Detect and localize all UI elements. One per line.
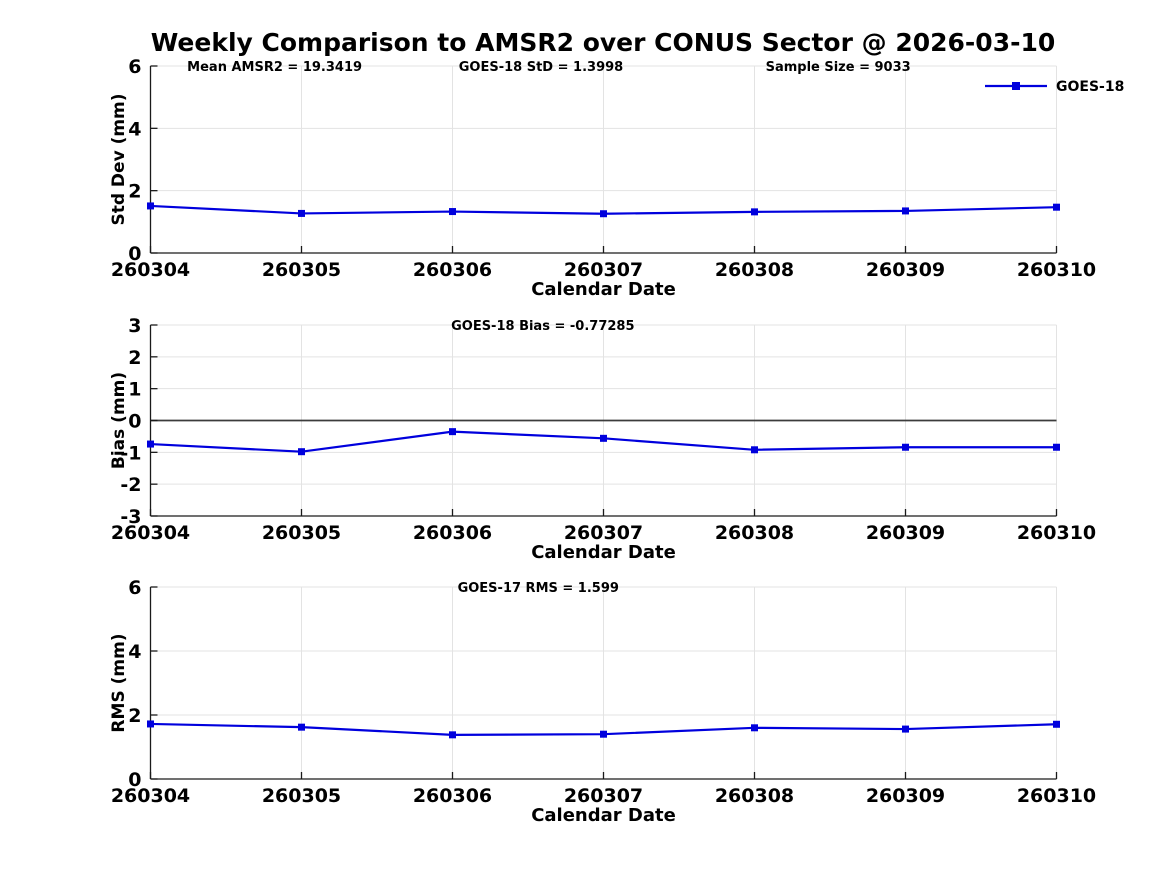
data-point-marker [600,730,607,738]
x-tick-label: 260305 [262,522,341,544]
data-point-marker [600,434,607,442]
y-tick-label: 2 [128,347,141,369]
legend-label: GOES-18 [1056,79,1124,95]
y-tick-label: -2 [120,474,141,496]
y-tick-label: 2 [128,181,141,203]
data-point-marker [449,428,456,436]
y-axis-title: Std Dev (mm) [109,93,129,225]
x-tick-label: 260309 [866,522,945,544]
data-point-marker [1053,720,1060,728]
data-point-marker [902,207,909,215]
annotation-text: GOES-18 StD = 1.3998 [459,60,623,75]
y-tick-label: 3 [128,315,141,337]
x-tick-label: 260307 [564,785,643,807]
y-tick-label: 0 [128,411,141,433]
x-tick-label: 260304 [111,259,190,281]
x-tick-label: 260307 [564,259,643,281]
x-tick-label: 260305 [262,785,341,807]
x-tick-label: 260309 [866,259,945,281]
data-point-marker [1053,443,1060,451]
y-axis-title: Bias (mm) [109,372,129,469]
data-point-marker [298,723,305,731]
y-tick-label: 0 [128,769,141,791]
data-point-marker [147,720,154,728]
y-tick-label: 6 [128,56,141,78]
panel-std-dev: 0 2 4 6 260304 260305 260306 260307 260308 260309… [109,56,1124,300]
x-axis-title: Calendar Date [531,805,676,826]
x-tick-label: 260310 [1017,259,1096,281]
y-tick-label: 2 [128,705,141,727]
panel-rms: 0 2 4 6 260304 260305 260306 260307 260308 260309… [109,577,1096,826]
data-point-marker [600,210,607,218]
data-point-marker [1053,203,1060,211]
data-point-marker [147,202,154,210]
annotation-text: GOES-17 RMS = 1.599 [458,581,619,596]
y-axis-title: RMS (mm) [109,633,129,732]
legend-marker [1012,82,1020,90]
data-point-marker [751,724,758,732]
y-tick-label: 6 [128,577,141,599]
annotation-text: Mean AMSR2 = 19.3419 [187,60,362,75]
data-point-marker [902,443,909,451]
x-tick-label: 260309 [866,785,945,807]
annotation-text: Sample Size = 9033 [766,60,911,75]
legend: GOES-18 [985,79,1124,95]
data-point-marker [449,208,456,216]
x-tick-label: 260308 [715,785,794,807]
x-tick-label: 260310 [1017,522,1096,544]
y-tick-label: -1 [120,442,141,464]
x-tick-label: 260310 [1017,785,1096,807]
x-tick-label: 260306 [413,259,492,281]
data-point-marker [751,208,758,216]
y-tick-label: 1 [128,379,141,401]
x-axis-title: Calendar Date [531,279,676,300]
data-point-marker [298,448,305,456]
y-tick-label: 4 [128,118,141,140]
data-point-marker [298,209,305,217]
x-tick-label: 260307 [564,522,643,544]
x-tick-label: 260308 [715,259,794,281]
data-point-marker [751,446,758,454]
data-point-marker [449,731,456,739]
y-tick-label: 0 [128,243,141,265]
x-tick-label: 260306 [413,522,492,544]
data-point-marker [902,725,909,733]
x-axis-title: Calendar Date [531,542,676,563]
x-tick-label: 260304 [111,785,190,807]
y-tick-label: 4 [128,641,141,663]
x-tick-label: 260305 [262,259,341,281]
x-tick-label: 260306 [413,785,492,807]
panel-bias: -3 -2 -1 0 1 2 3 260304 260305 260306 260307 260308… [109,315,1096,563]
y-tick-label: -3 [120,506,141,528]
x-tick-label: 260308 [715,522,794,544]
data-point-marker [147,440,154,448]
annotation-text: GOES-18 Bias = -0.77285 [451,319,634,334]
x-tick-label: 260304 [111,522,190,544]
